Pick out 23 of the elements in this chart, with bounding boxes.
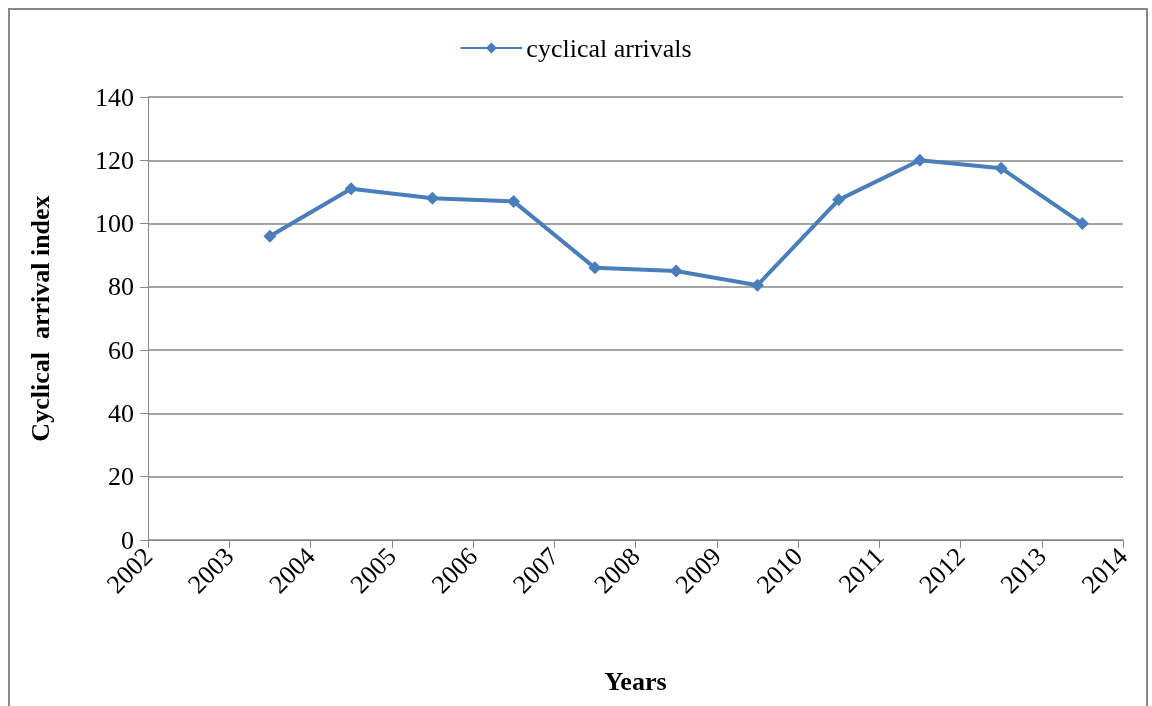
y-tick-label: 120 bbox=[95, 145, 134, 175]
y-tick-label: 40 bbox=[108, 398, 134, 428]
x-tick-label: 2011 bbox=[832, 541, 890, 599]
y-tick-label: 100 bbox=[95, 209, 134, 239]
x-axis-title: Years bbox=[604, 666, 667, 696]
point bbox=[750, 278, 764, 292]
y-tick-label: 140 bbox=[95, 82, 134, 112]
y-tick-label: 60 bbox=[108, 335, 134, 365]
point bbox=[507, 194, 521, 208]
y-axis-title: Cyclical arrival index bbox=[25, 195, 55, 442]
point bbox=[425, 191, 439, 205]
point bbox=[344, 182, 358, 196]
point bbox=[994, 161, 1008, 175]
y-tick-label: 20 bbox=[108, 462, 134, 492]
point bbox=[669, 264, 683, 278]
point bbox=[263, 229, 277, 243]
point bbox=[1075, 217, 1089, 231]
y-tick-label: 80 bbox=[108, 272, 134, 302]
point bbox=[832, 193, 846, 207]
y-tick-label: 0 bbox=[121, 525, 134, 555]
point bbox=[913, 153, 927, 167]
legend-label: cyclical arrivals bbox=[526, 33, 692, 63]
point bbox=[588, 261, 602, 275]
